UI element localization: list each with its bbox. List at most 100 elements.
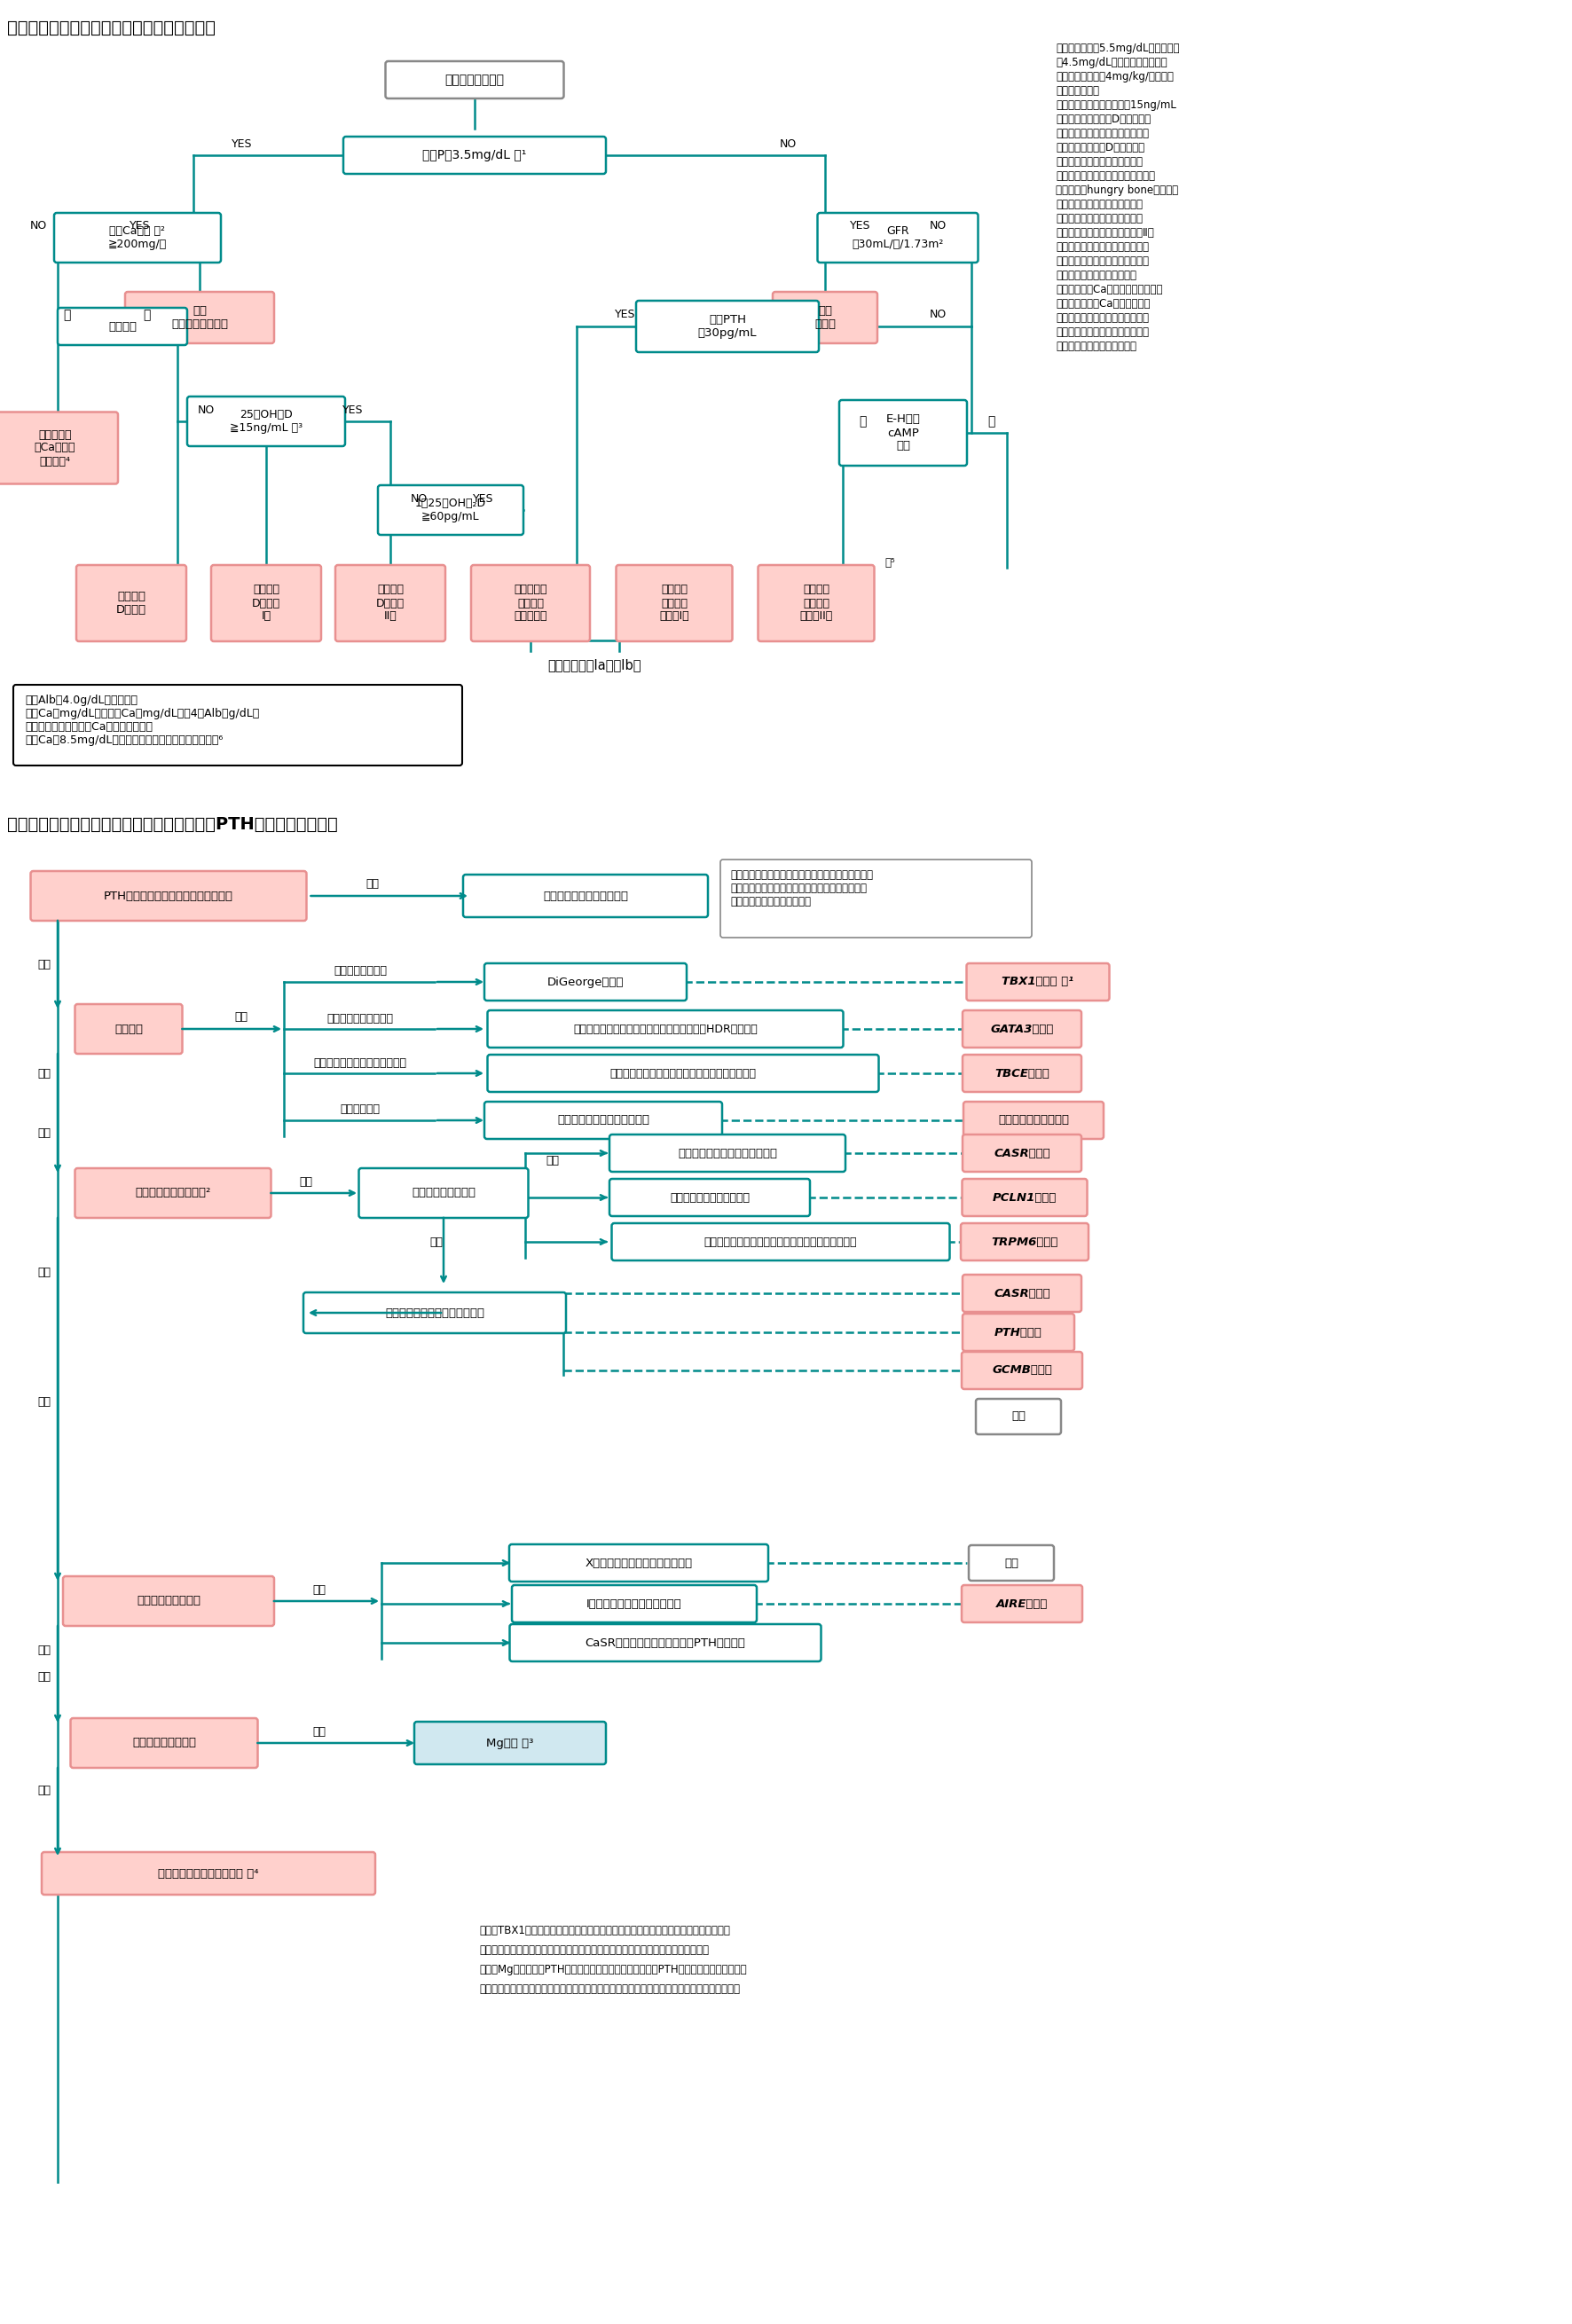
Text: Mg欠乏 ＊³: Mg欠乏 ＊³ [486,1738,534,1748]
Text: 腎性
高カルシウム尿症: 腎性 高カルシウム尿症 [171,304,228,330]
Text: ＊４：今後も特発性副甲状腺機能低下症のなかから，新たな病因が抽出される可能性がある．: ＊４：今後も特発性副甲状腺機能低下症のなかから，新たな病因が抽出される可能性があ… [479,1982,740,1994]
Text: ＋: ＋ [987,416,995,428]
Text: TRPM6遺伝子: TRPM6遺伝子 [992,1236,1058,1248]
Text: 原発性低マグネシウム血症: 原発性低マグネシウム血症 [670,1192,750,1204]
FancyBboxPatch shape [962,1134,1082,1171]
FancyBboxPatch shape [187,397,346,446]
Text: 続発性副甲状腺機能低下症: 続発性副甲状腺機能低下症 [542,890,629,902]
FancyBboxPatch shape [773,293,877,344]
FancyBboxPatch shape [415,1722,605,1764]
FancyBboxPatch shape [509,1624,821,1662]
FancyBboxPatch shape [964,1102,1104,1139]
Text: 不明: 不明 [1005,1557,1019,1569]
Text: GFR
＜30mL/分/1.73m²: GFR ＜30mL/分/1.73m² [852,225,943,251]
FancyBboxPatch shape [77,565,187,641]
Text: YES: YES [343,404,363,416]
Text: ミトコンドリア遺伝子: ミトコンドリア遺伝子 [998,1116,1069,1127]
Text: GCMB遺伝子: GCMB遺伝子 [992,1364,1052,1376]
Text: YES: YES [231,137,253,149]
Text: なし: なし [38,1785,50,1796]
Text: TBX1遺伝子 ＊¹: TBX1遺伝子 ＊¹ [1001,976,1074,988]
FancyBboxPatch shape [509,1545,769,1583]
FancyBboxPatch shape [343,137,605,174]
Text: NO: NO [30,221,47,232]
Text: ＊⁵: ＊⁵ [885,558,894,569]
Text: NO: NO [196,404,214,416]
Text: CaSRに対する自己抗体によるPTH分泌不全: CaSRに対する自己抗体によるPTH分泌不全 [585,1636,745,1648]
FancyBboxPatch shape [616,565,733,641]
Text: なし: なし [38,1067,50,1078]
FancyBboxPatch shape [484,964,687,1002]
FancyBboxPatch shape [484,1102,722,1139]
FancyBboxPatch shape [53,214,222,263]
Text: 偽性副甲
状腺機能
低下症II型: 偽性副甲 状腺機能 低下症II型 [800,583,833,623]
Text: 不明: 不明 [1011,1411,1025,1422]
FancyBboxPatch shape [58,307,187,344]
Text: なし: なし [38,1267,50,1278]
FancyBboxPatch shape [610,1134,846,1171]
Text: YES: YES [850,221,871,232]
Text: ＋: ＋ [143,309,149,321]
Text: 後などのhungry bone症候群，: 後などのhungry bone症候群， [1056,184,1179,195]
Text: ＊１：乳児では5.5mg/dL，小児では: ＊１：乳児では5.5mg/dL，小児では [1056,42,1179,53]
Text: 身体・精神発達障害，顔貌異常: 身体・精神発達障害，顔貌異常 [313,1057,407,1069]
Text: 自己免疫疾患の合併: 自己免疫疾患の合併 [137,1594,201,1606]
Text: I型自己免疫性多内分泌症候群: I型自己免疫性多内分泌症候群 [586,1599,682,1611]
Text: 低カルシウム血症: 低カルシウム血症 [445,74,505,86]
Text: ＊４：原発性副甲状腺機能亢進症術: ＊４：原発性副甲状腺機能亢進症術 [1056,170,1155,181]
Text: も，イオン化Caの低下により: も，イオン化Caの低下により [1056,297,1151,309]
FancyBboxPatch shape [610,1178,810,1215]
Text: 血清P＜3.5mg/dL ＊¹: 血清P＜3.5mg/dL ＊¹ [423,149,527,160]
Text: はまずビタミンD補充への反: はまずビタミンD補充への反 [1056,142,1144,153]
FancyBboxPatch shape [960,1222,1088,1260]
Text: なし: なし [38,1127,50,1139]
Text: 低カルシウム血症の鑑別診断（ステップ１）: 低カルシウム血症の鑑別診断（ステップ１） [8,19,215,37]
FancyBboxPatch shape [968,1545,1053,1580]
Text: 骨・組織へ
のCa沈着，
薬剤性＊⁴: 骨・組織へ のCa沈着， 薬剤性＊⁴ [35,430,75,467]
Text: 骨軟化症: 骨軟化症 [108,321,137,332]
Text: なし: なし [38,1397,50,1408]
FancyBboxPatch shape [976,1399,1061,1434]
Text: 4.5mg/dLを基準に判断する．: 4.5mg/dLを基準に判断する． [1056,56,1166,67]
Text: あり: あり [313,1727,325,1738]
Text: ビタミン
D依存症
I型: ビタミン D依存症 I型 [252,583,280,623]
Text: －: － [63,309,71,321]
Text: る場合がある（クエン酸を含む: る場合がある（クエン酸を含む [1056,325,1149,337]
Text: PCLN1遺伝子: PCLN1遺伝子 [992,1192,1056,1204]
FancyBboxPatch shape [962,1055,1082,1092]
Text: 副甲状腺機能低下症，感音性難聴，腎疾患（HDR症候群）: 副甲状腺機能低下症，感音性難聴，腎疾患（HDR症候群） [574,1023,758,1034]
Text: DiGeorge症候群: DiGeorge症候群 [547,976,624,988]
Text: 偽性副甲
状腺機能
低下症I型: 偽性副甲 状腺機能 低下症I型 [659,583,689,623]
Text: あり: あり [313,1583,325,1594]
Text: ＊３：Mg欠乏では，PTH作用障害が主となり，インタクトPTHが高値となる例もある．: ＊３：Mg欠乏では，PTH作用障害が主となり，インタクトPTHが高値となる例もあ… [479,1964,747,1975]
Text: なし: なし [38,960,50,971]
Text: なし: なし [429,1236,443,1248]
Text: 保存血の大量輸血など）．: 保存血の大量輸血など）． [1056,342,1137,353]
FancyBboxPatch shape [962,1178,1088,1215]
FancyBboxPatch shape [0,411,118,483]
FancyBboxPatch shape [962,1274,1082,1313]
Text: YES: YES [130,221,151,232]
Text: ビタミン
D欠乏症: ビタミン D欠乏症 [116,590,146,616]
FancyBboxPatch shape [637,300,819,353]
Text: 新生児〜乳児期発症＊²: 新生児〜乳児期発症＊² [135,1188,211,1199]
Text: 特発性副甲状腺機能低下症 ＊⁴: 特発性副甲状腺機能低下症 ＊⁴ [159,1868,259,1880]
Text: ビタミン
D依存症
II型: ビタミン D依存症 II型 [376,583,404,623]
Text: AIRE遺伝子: AIRE遺伝子 [997,1599,1049,1611]
Text: なし: なし [38,1643,50,1655]
FancyBboxPatch shape [42,1852,376,1894]
Text: 慢性
腎不全: 慢性 腎不全 [814,304,836,330]
FancyBboxPatch shape [30,872,307,920]
Text: 神経・筋障害: 神経・筋障害 [340,1104,380,1116]
Text: TBCE遺伝子: TBCE遺伝子 [995,1067,1050,1078]
FancyBboxPatch shape [126,293,274,344]
FancyBboxPatch shape [464,874,707,918]
Text: あり: あり [234,1011,248,1023]
Text: GATA3遺伝子: GATA3遺伝子 [990,1023,1053,1034]
FancyBboxPatch shape [487,1055,879,1092]
Text: ＊１：TBX1遺伝子変異が副甲状腺機能低下症の原因かどうかは，確定されていない．: ＊１：TBX1遺伝子変異が副甲状腺機能低下症の原因かどうかは，確定されていない． [479,1924,729,1936]
Text: 低カルシウム血症の病態を呈す: 低カルシウム血症の病態を呈す [1056,311,1149,323]
Text: CASR遺伝子: CASR遺伝子 [994,1287,1050,1299]
FancyBboxPatch shape [612,1222,949,1260]
Text: CASR遺伝子: CASR遺伝子 [994,1148,1050,1160]
